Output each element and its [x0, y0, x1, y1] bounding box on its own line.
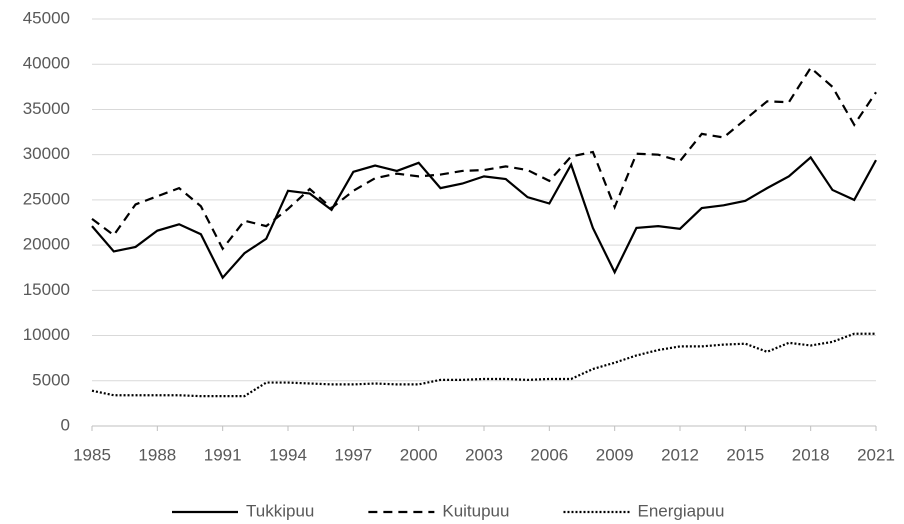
legend-label: Kuitupuu — [442, 501, 509, 520]
x-tick-label: 2015 — [726, 445, 764, 464]
x-tick-label: 1991 — [204, 445, 242, 464]
y-tick-label: 25000 — [23, 189, 70, 208]
x-tick-label: 1997 — [334, 445, 372, 464]
x-tick-label: 2012 — [661, 445, 699, 464]
y-tick-label: 10000 — [23, 325, 70, 344]
y-tick-label: 15000 — [23, 280, 70, 299]
x-tick-label: 1985 — [73, 445, 111, 464]
x-tick-label: 2009 — [596, 445, 634, 464]
legend-label: Energiapuu — [637, 501, 724, 520]
data-line — [91, 66, 877, 251]
legend-label: Tukkipuu — [246, 501, 314, 520]
data-line — [91, 155, 877, 280]
x-tick-label: 2018 — [792, 445, 830, 464]
y-tick-label: 45000 — [23, 8, 70, 27]
x-tick-label: 2000 — [400, 445, 438, 464]
x-tick-label: 1988 — [138, 445, 176, 464]
y-tick-label: 20000 — [23, 235, 70, 254]
x-tick-label: 2003 — [465, 445, 503, 464]
y-tick-label: 40000 — [23, 54, 70, 73]
data-line — [91, 332, 876, 398]
x-tick-label: 2021 — [857, 445, 895, 464]
y-tick-label: 30000 — [23, 144, 70, 163]
y-tick-label: 0 — [61, 415, 70, 434]
x-tick-label: 2006 — [530, 445, 568, 464]
y-tick-label: 5000 — [32, 370, 70, 389]
x-tick-label: 1994 — [269, 445, 307, 464]
y-tick-label: 35000 — [23, 99, 70, 118]
